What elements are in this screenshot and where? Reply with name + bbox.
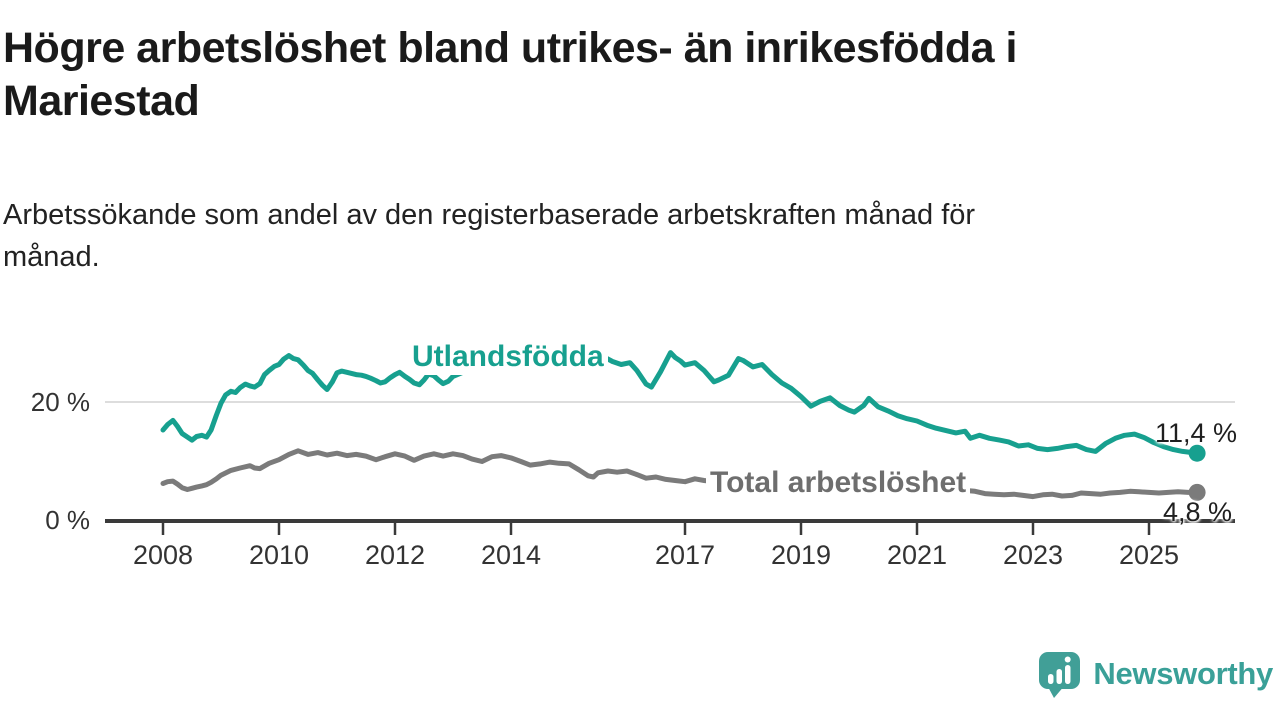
x-tick-label-2017: 2017	[654, 540, 716, 570]
end-value-label-utlandsfodda: 11,4 %	[1155, 418, 1238, 448]
x-tick-label-2010: 2010	[248, 540, 310, 570]
newsworthy-logo-text: Newsworthy	[1093, 656, 1273, 691]
x-tick-label-2019: 2019	[770, 540, 832, 570]
series-line-0	[160, 341, 1200, 456]
newsworthy-logo-icon	[1039, 652, 1081, 698]
page-title: Högre arbetslöshet bland utrikes- än inr…	[3, 24, 1017, 125]
series-line-1	[160, 448, 1200, 500]
series-label-utlandsfodda: Utlandsfödda	[408, 339, 608, 375]
series-label-total-arbetsloshet: Total arbetslöshet	[706, 465, 971, 501]
series-end-dot-1	[1188, 483, 1206, 501]
x-tick-label-2012: 2012	[364, 540, 426, 570]
x-tick-label-2008: 2008	[132, 540, 194, 570]
y-axis-tick-label: 0 %	[45, 505, 90, 535]
end-value-label-total: 4,8 %	[1163, 497, 1233, 527]
x-tick-label-2025: 2025	[1118, 540, 1180, 570]
x-tick-label-2021: 2021	[886, 540, 948, 570]
series-end-dot-0	[1188, 444, 1206, 462]
x-axis-tick-labels: 2008 2010 2012 2014 2017 2019 2021 2023 2025	[0, 539, 1280, 579]
newsworthy-logo: Newsworthy	[1037, 649, 1273, 699]
chart-subtitle: Arbetssökande som andel av den registerb…	[3, 199, 976, 274]
y-axis-tick-label: 20 %	[30, 387, 90, 417]
x-tick-label-2014: 2014	[480, 540, 542, 570]
x-tick-label-2023: 2023	[1002, 540, 1064, 570]
